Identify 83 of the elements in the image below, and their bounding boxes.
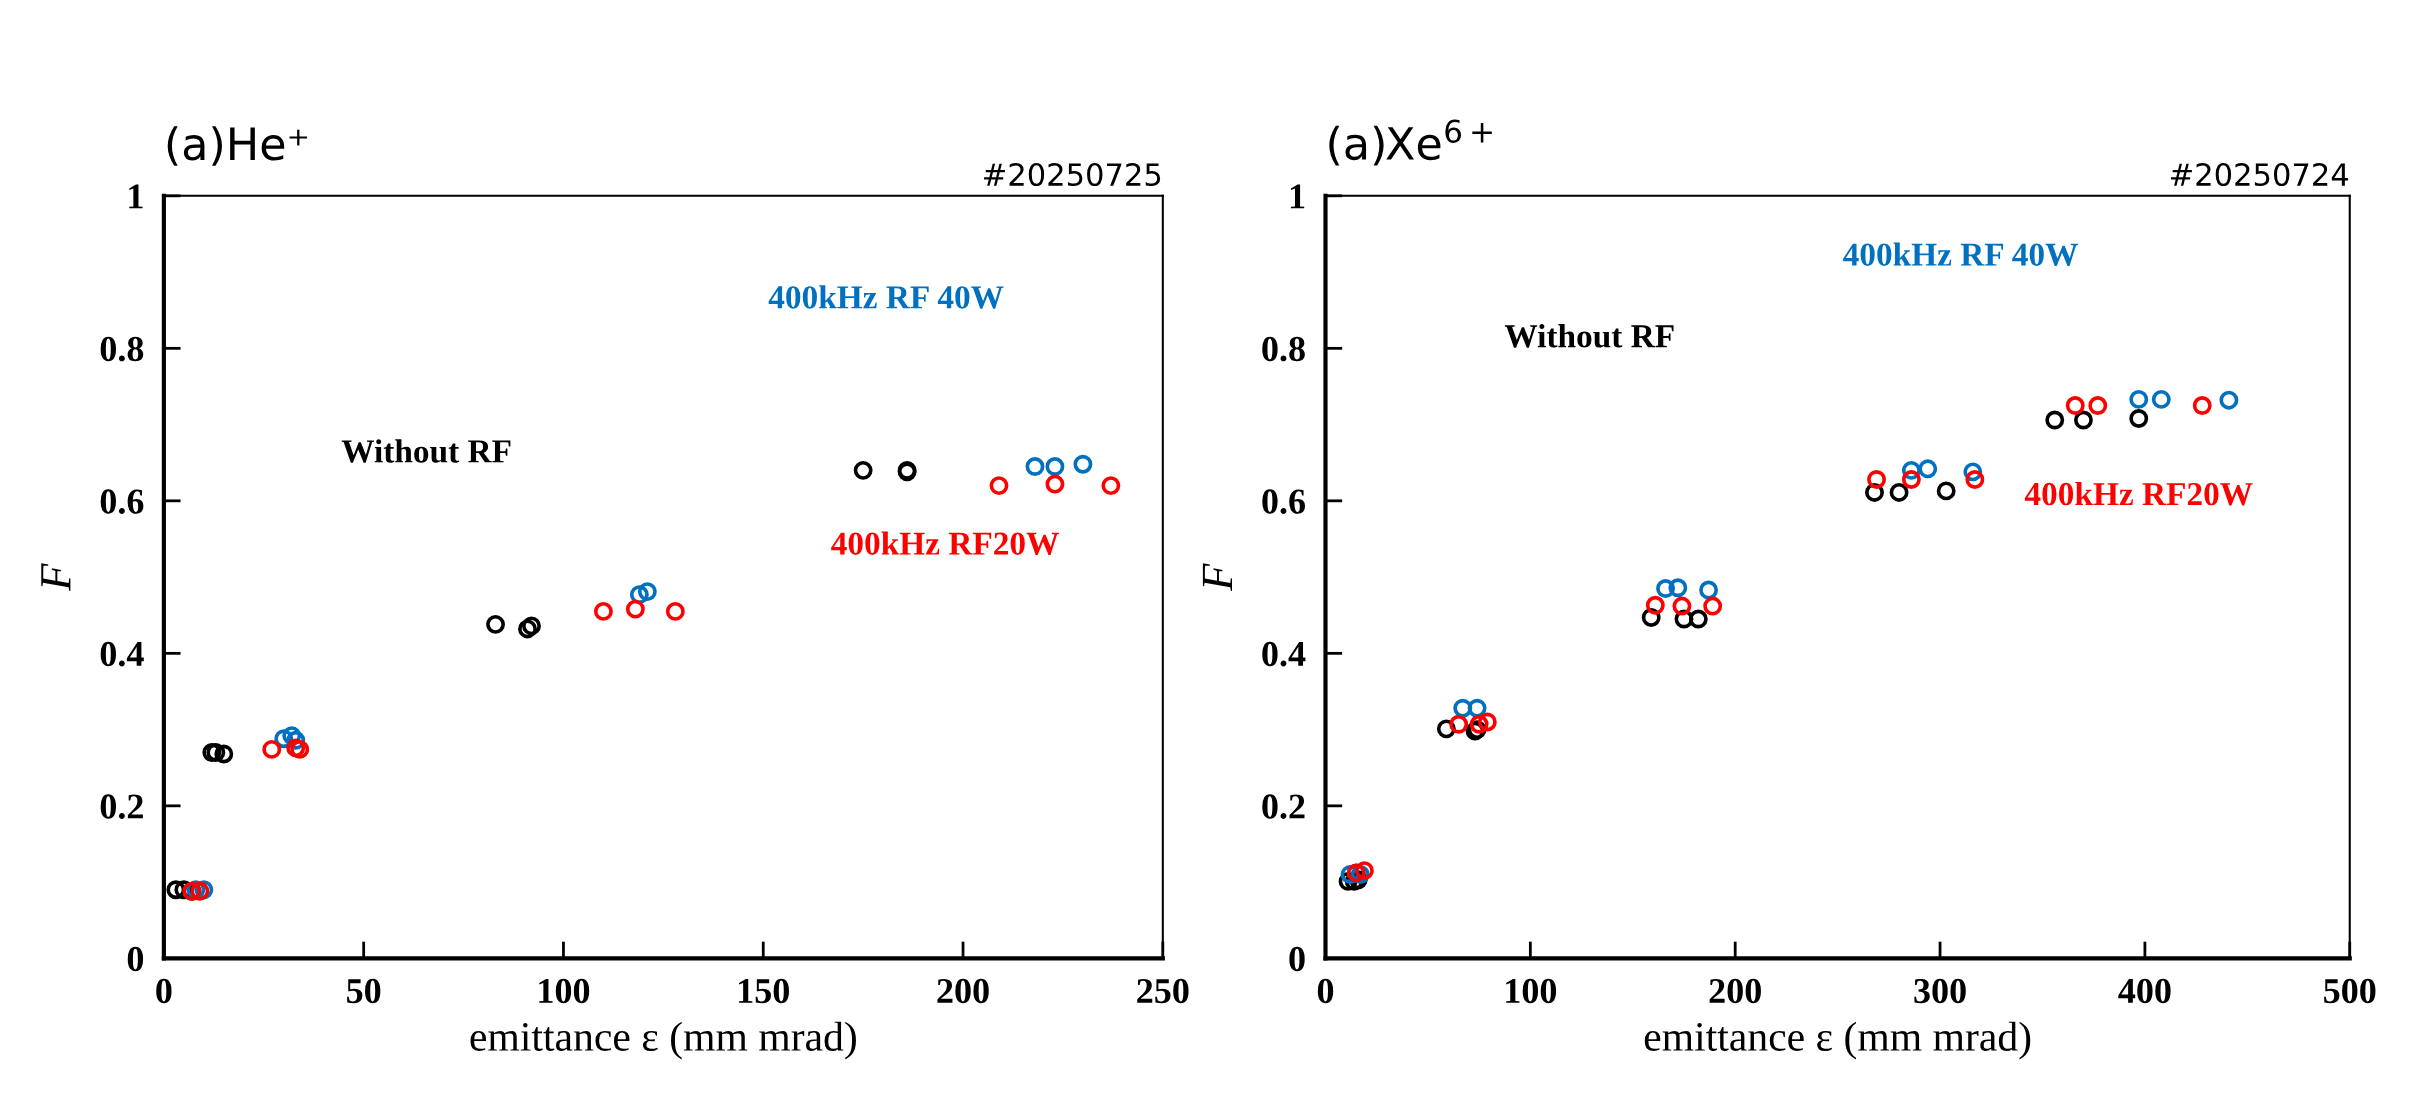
series-label: 400kHz RF20W [831,531,1059,556]
x-tick-label: 0 [156,978,172,1004]
point [206,743,226,762]
point [518,619,537,639]
x-axis-title: emittance ε (mm mrad) [1644,1021,2031,1060]
x-tick-label: 500 [2324,978,2376,1004]
x-tick-label: 200 [1709,978,1761,1004]
x-tick-label: 400 [2118,978,2171,1004]
text: 400kHz RF 40W [768,285,1004,309]
x-tick-label: 200 [937,978,989,1004]
point [1668,578,1688,598]
point [2074,410,2093,430]
point [2088,396,2108,415]
point [665,601,685,621]
y-tick-label: 0 [127,946,144,972]
point [1354,861,1374,881]
y-tick-label: 0.8 [1262,336,1305,362]
y-tick-label: 0.4 [100,641,144,667]
text: #20250724 [2170,162,2349,187]
text: 400kHz RF 40W [1843,242,2078,267]
chart-title: (a)He⁺ [167,126,308,166]
series-label: 400kHz RF20W [2024,481,2253,506]
point [202,743,222,762]
point [1045,474,1065,494]
y-tick-label: 1 [129,184,143,209]
point [1889,483,1909,502]
x-tick-label: 150 [739,978,789,1004]
point [1965,470,1985,489]
point [1449,714,1469,734]
x-tick-label: 100 [1506,978,1557,1004]
x-tick-label: 100 [539,978,590,1004]
chart-title: (a)Xe$^{6+}$ [1329,119,1492,166]
point [1703,596,1723,616]
point [1477,712,1497,732]
y-tick-label: 0 [1289,946,1305,972]
point [1453,698,1473,718]
point [1672,596,1692,616]
point [262,739,282,759]
point [2065,396,2085,415]
y-tick-label: 0.4 [1262,641,1306,667]
point [1045,457,1065,476]
point [1688,609,1708,629]
point [2129,389,2149,409]
y-tick-label: 0.2 [1262,794,1305,819]
text: Without RF [1504,324,1674,348]
point [2219,390,2239,410]
point [1936,481,1956,501]
point [1645,595,1665,615]
point [1469,714,1489,734]
y-tick-label: 0.8 [100,336,144,362]
point [1867,470,1886,489]
y-tick-label: 0.6 [1262,489,1305,514]
text: Without RF [341,439,511,463]
x-tick-label: 0 [1317,978,1334,1004]
point [2045,410,2065,430]
point [637,582,657,602]
x-tick-label: 250 [1137,978,1189,1004]
point [2151,389,2171,409]
point [1699,580,1719,600]
x-tick-label: 50 [347,978,381,1004]
y-tick-label: 0.6 [100,489,144,514]
point [1656,579,1675,598]
point [625,599,645,619]
y-tick-label: 1 [1290,184,1305,209]
point [593,601,613,621]
point [1025,457,1045,476]
point [2192,396,2212,415]
point [1101,476,1121,496]
x-tick-label: 300 [1914,978,1966,1004]
point [2129,409,2149,428]
point [214,744,234,764]
y-axis-title: F [1202,563,1233,591]
point [1073,454,1093,474]
y-tick-label: 0.2 [100,794,143,819]
point [486,614,505,634]
point [1918,459,1938,479]
point [522,616,541,636]
point [853,460,873,480]
y-axis-title: F [41,563,71,591]
text: #20250725 [984,162,1161,187]
point [989,476,1009,496]
point [1901,470,1921,489]
x-axis-title: emittance ε (mm mrad) [470,1021,856,1060]
